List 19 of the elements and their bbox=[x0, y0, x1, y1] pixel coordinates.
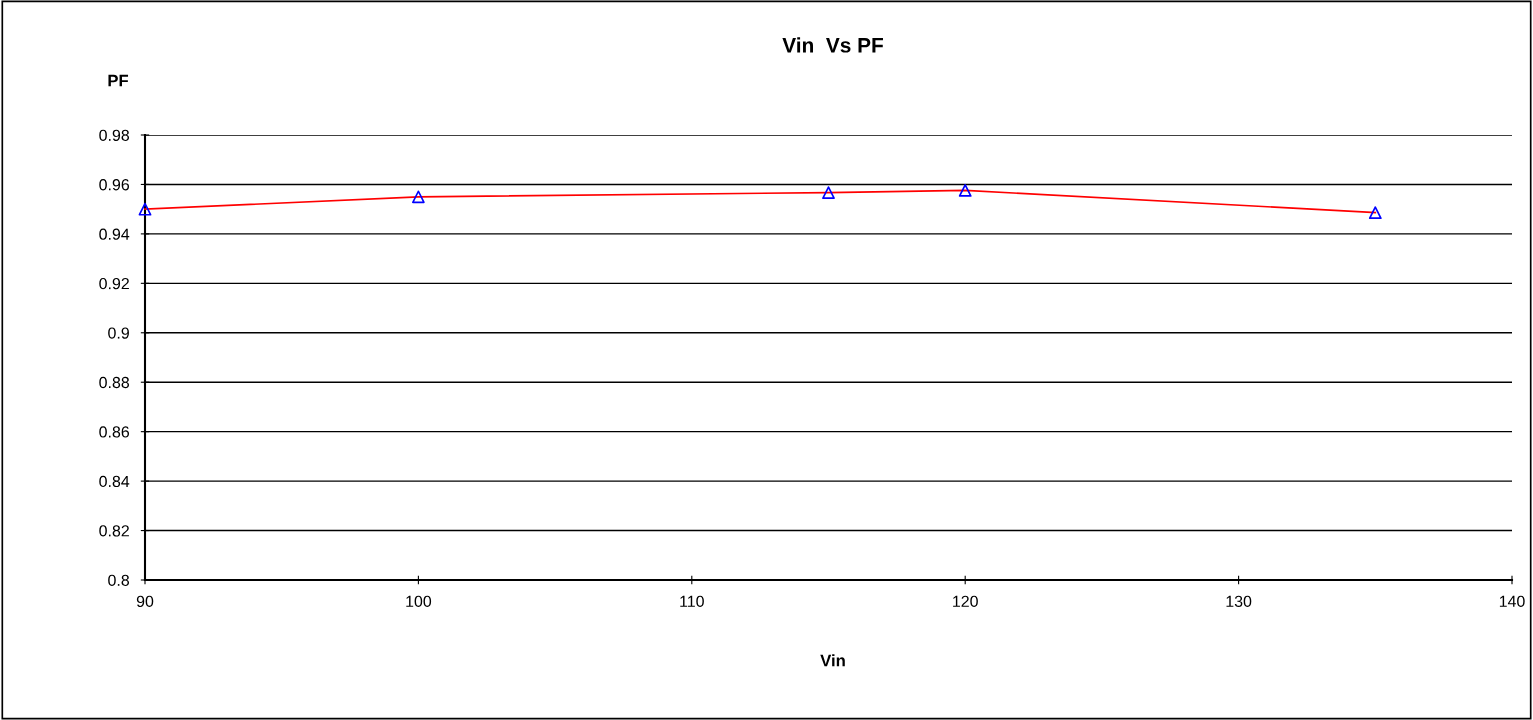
x-tick-label: 130 bbox=[1226, 595, 1252, 608]
y-tick-label: 0.84 bbox=[99, 475, 130, 488]
x-axis-title: Vin bbox=[820, 654, 845, 667]
x-tick-label: 120 bbox=[953, 595, 978, 608]
y-tick-label: 0.9 bbox=[108, 327, 129, 339]
x-tick-label: 100 bbox=[406, 595, 432, 608]
chart-title: Vin Vs PF bbox=[782, 37, 883, 53]
x-tick-label: 90 bbox=[136, 595, 154, 608]
y-tick-label: 0.88 bbox=[99, 376, 130, 389]
y-tick-label: 0.94 bbox=[99, 228, 130, 240]
y-axis-title: PF bbox=[108, 74, 129, 87]
y-tick-label: 0.92 bbox=[99, 277, 129, 290]
y-tick-label: 0.96 bbox=[99, 179, 130, 191]
y-tick-label: 0.86 bbox=[99, 426, 130, 438]
x-tick-label: 110 bbox=[680, 595, 704, 608]
y-tick-label: 0.98 bbox=[99, 129, 130, 141]
x-tick-label: 140 bbox=[1499, 595, 1525, 608]
y-tick-label: 0.8 bbox=[108, 574, 130, 586]
y-tick-label: 0.82 bbox=[99, 525, 129, 537]
